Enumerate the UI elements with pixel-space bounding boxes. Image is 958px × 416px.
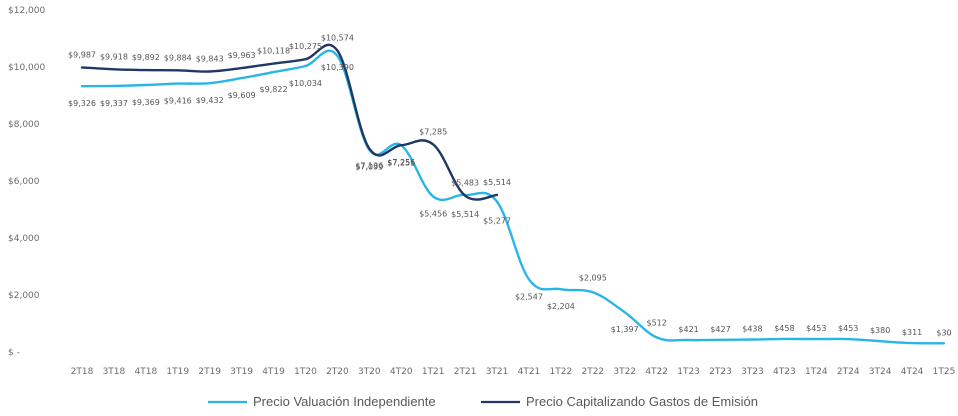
x-tick-label: 1T22: [550, 367, 573, 377]
x-tick-label: 4T19: [262, 367, 285, 377]
data-label: $427: [710, 325, 730, 334]
x-tick-label: 3T18: [103, 367, 126, 377]
data-label: $5,456: [419, 210, 447, 219]
x-tick-label: 1T19: [166, 367, 189, 377]
y-tick-label: $6,000: [8, 177, 40, 187]
data-label: $10,574: [321, 34, 354, 43]
data-label: $10,034: [289, 79, 322, 88]
x-tick-label: 3T24: [869, 367, 892, 377]
data-label: $9,892: [132, 53, 160, 62]
x-tick-label: 2T23: [709, 367, 732, 377]
x-tick-label: 4T18: [135, 367, 158, 377]
y-axis: $ - $2,000 $4,000 $6,000 $8,000 $10,000 $12,00…: [8, 6, 45, 358]
x-tick-label: 1T20: [294, 367, 317, 377]
data-label: $453: [806, 324, 826, 333]
data-label: $7,251: [387, 158, 415, 167]
y-tick-label: $ -: [8, 348, 20, 358]
data-label: $2,204: [547, 302, 575, 311]
data-label: $311: [902, 328, 922, 337]
legend: Precio Valuación Independiente Precio Ca…: [208, 394, 758, 409]
x-tick-label: 3T19: [230, 367, 253, 377]
data-label: $7,256: [387, 158, 415, 167]
legend-label: Precio Capitalizando Gastos de Emisión: [526, 394, 758, 409]
x-tick-label: 1T23: [677, 367, 700, 377]
x-tick-label: 4T20: [390, 367, 413, 377]
data-label: $9,822: [260, 85, 288, 94]
data-label: $421: [678, 325, 698, 334]
data-label: $7,285: [419, 127, 447, 136]
y-tick-label: $12,000: [8, 6, 45, 16]
data-label: $9,369: [132, 98, 160, 107]
y-tick-label: $2,000: [8, 291, 40, 301]
data-label: $453: [838, 324, 858, 333]
data-label: $30: [936, 328, 951, 337]
x-tick-label: 3T21: [486, 367, 509, 377]
data-label: $5,277: [483, 217, 511, 226]
data-label: $2,547: [515, 292, 543, 301]
x-tick-label: 4T22: [645, 367, 668, 377]
data-label: $7,099: [355, 163, 383, 172]
data-label: $9,326: [68, 99, 96, 108]
data-label: $9,987: [68, 50, 96, 59]
data-label: $438: [742, 325, 762, 334]
x-tick-label: 2T24: [837, 367, 860, 377]
line-valuacion-independiente: [80, 49, 946, 345]
x-tick-label: 4T23: [773, 367, 796, 377]
data-label: $9,918: [100, 52, 128, 61]
x-tick-label: 2T21: [454, 367, 477, 377]
data-label: $5,483: [451, 179, 479, 188]
data-label: $7,136: [355, 162, 383, 171]
legend-item-capitalizando: Precio Capitalizando Gastos de Emisión: [481, 394, 758, 409]
data-label: $10,275: [289, 42, 322, 51]
x-tick-label: 1T24: [805, 367, 828, 377]
data-label: $458: [774, 324, 794, 333]
data-label: $9,432: [196, 96, 224, 105]
y-tick-label: $8,000: [8, 120, 40, 130]
data-label: $9,843: [196, 54, 224, 63]
data-label: $512: [646, 318, 666, 327]
x-tick-label: 4T24: [901, 367, 924, 377]
x-tick-label: 3T23: [741, 367, 764, 377]
x-tick-label: 1T25: [933, 367, 956, 377]
x-tick-label: 3T20: [358, 367, 381, 377]
x-tick-label: 2T18: [71, 367, 94, 377]
x-tick-label: 4T21: [518, 367, 541, 377]
legend-item-valuacion: Precio Valuación Independiente: [208, 394, 436, 409]
x-tick-label: 1T21: [422, 367, 445, 377]
data-label: $5,514: [451, 210, 479, 219]
data-label: $10,390: [321, 63, 354, 72]
x-tick-label: 2T20: [326, 367, 349, 377]
data-label: $10,118: [257, 47, 290, 56]
data-label: $9,337: [100, 99, 128, 108]
series-lines: [80, 43, 946, 345]
y-tick-label: $10,000: [8, 63, 45, 73]
x-tick-label: 2T19: [198, 367, 221, 377]
data-label: $5,514: [483, 178, 511, 187]
legend-label: Precio Valuación Independiente: [253, 394, 436, 409]
x-axis: 2T18 3T18 4T18 1T19 2T19 3T19 4T19 1T20 2T20 3T20…: [71, 367, 956, 377]
data-label: $9,884: [164, 53, 192, 62]
x-tick-label: 2T22: [581, 367, 604, 377]
line-capitalizando-gastos: [80, 43, 499, 201]
data-label: $9,416: [164, 97, 192, 106]
data-label: $9,963: [228, 51, 256, 60]
data-labels: $9,326 $9,337 $9,369 $9,416 $9,432 $9,609 $9,8…: [68, 34, 952, 338]
data-label: $9,609: [228, 91, 256, 100]
data-label: $1,397: [611, 325, 639, 334]
y-tick-label: $4,000: [8, 234, 40, 244]
x-tick-label: 3T22: [613, 367, 636, 377]
data-label: $380: [870, 326, 890, 335]
data-label: $2,095: [579, 273, 607, 282]
